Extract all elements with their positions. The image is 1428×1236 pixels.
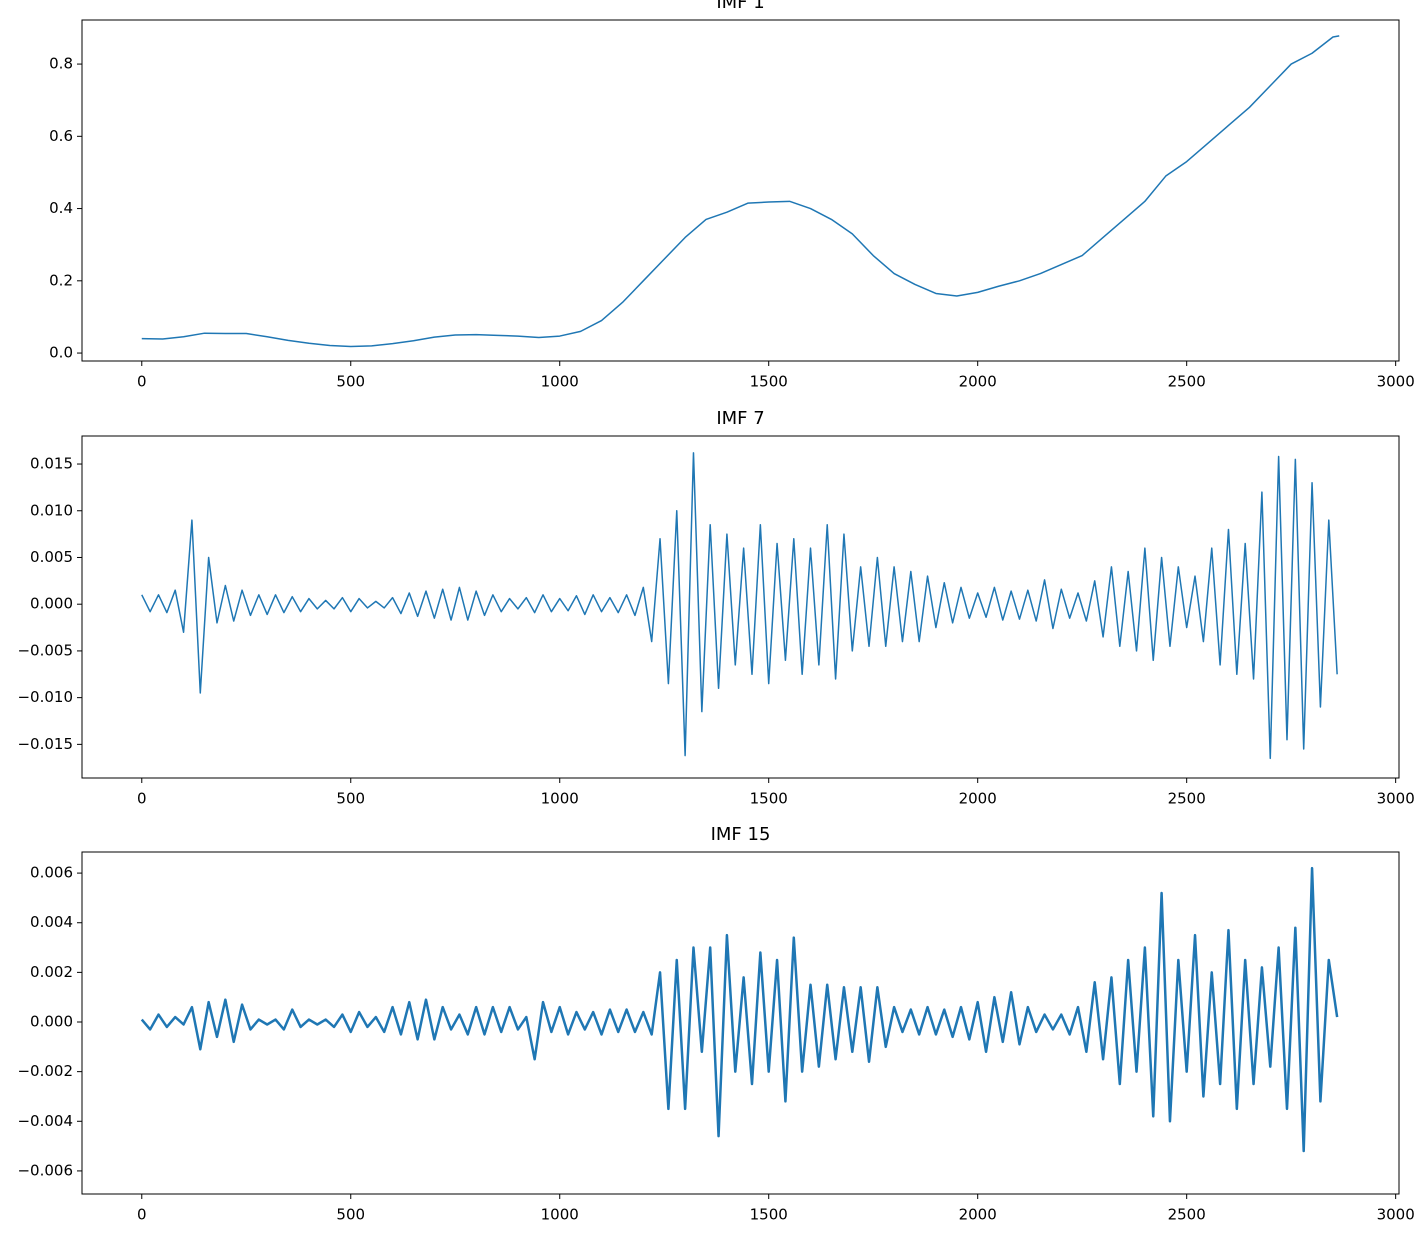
y-tick-label: 0.8 <box>49 55 73 73</box>
y-tick-label: 0.002 <box>30 963 73 981</box>
x-tick-label: 2000 <box>959 790 997 808</box>
x-tick-label: 2500 <box>1168 790 1206 808</box>
panel-title: IMF 7 <box>716 408 764 429</box>
y-tick-label: −0.002 <box>17 1062 73 1080</box>
x-tick-label: 3000 <box>1377 790 1415 808</box>
y-tick-label: 0.000 <box>30 595 73 613</box>
y-tick-label: −0.015 <box>17 735 73 753</box>
y-tick-label: 0.004 <box>30 913 73 931</box>
y-tick-label: −0.006 <box>17 1161 73 1179</box>
x-tick-label: 1500 <box>750 790 788 808</box>
x-tick-label: 2500 <box>1168 373 1206 391</box>
y-tick-label: 0.4 <box>49 199 73 217</box>
x-tick-label: 0 <box>137 373 147 391</box>
y-tick-label: 0.010 <box>30 501 73 519</box>
x-tick-label: 1000 <box>541 373 579 391</box>
x-tick-label: 1500 <box>750 373 788 391</box>
y-tick-label: 0.2 <box>49 271 73 289</box>
x-tick-label: 1500 <box>750 1206 788 1224</box>
x-tick-label: 2000 <box>959 373 997 391</box>
x-tick-label: 500 <box>336 373 365 391</box>
y-tick-label: 0.000 <box>30 1013 73 1031</box>
signal-line <box>141 35 1340 348</box>
y-tick-label: 0.005 <box>30 548 73 566</box>
y-tick-label: 0.006 <box>30 864 73 882</box>
signal-line <box>140 866 1339 1153</box>
x-tick-label: 0 <box>137 1206 147 1224</box>
y-tick-label: 0.015 <box>30 455 73 473</box>
y-tick-label: −0.005 <box>17 641 73 659</box>
x-tick-label: 3000 <box>1377 373 1415 391</box>
signal-line <box>141 452 1338 760</box>
panel-title: IMF 1 <box>716 0 764 13</box>
y-tick-label: 0.0 <box>49 344 73 362</box>
x-tick-label: 1000 <box>541 790 579 808</box>
axes-frame <box>81 435 1400 779</box>
x-tick-label: 500 <box>336 790 365 808</box>
y-tick-label: −0.010 <box>17 688 73 706</box>
y-tick-label: 0.6 <box>49 127 73 145</box>
x-tick-label: 500 <box>336 1206 365 1224</box>
y-tick-label: −0.004 <box>17 1112 73 1130</box>
x-tick-label: 3000 <box>1377 1206 1415 1224</box>
axes-frame <box>81 19 1400 362</box>
x-tick-label: 2000 <box>959 1206 997 1224</box>
panel-title: IMF 15 <box>711 824 771 845</box>
axes-frame <box>81 851 1400 1195</box>
x-tick-label: 0 <box>137 790 147 808</box>
x-tick-label: 2500 <box>1168 1206 1206 1224</box>
x-tick-label: 1000 <box>541 1206 579 1224</box>
